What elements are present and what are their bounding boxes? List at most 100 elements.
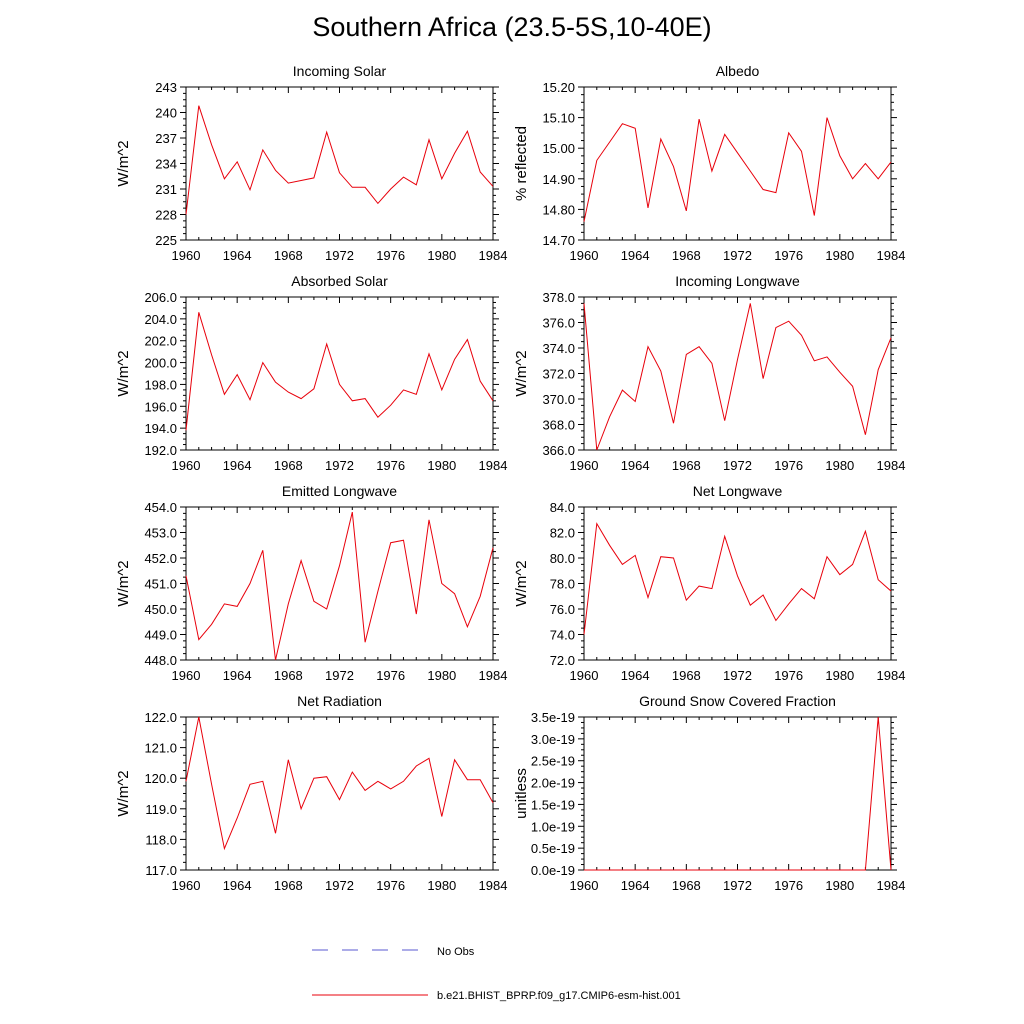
panel-title: Net Radiation	[297, 693, 382, 709]
panel-title: Albedo	[716, 63, 760, 79]
x-tick-label: 1964	[223, 668, 252, 683]
x-tick-label: 1964	[223, 878, 252, 893]
x-tick-label: 1976	[774, 878, 803, 893]
x-tick-label: 1968	[274, 668, 303, 683]
y-tick-label: 228	[155, 208, 177, 223]
panel-title: Incoming Longwave	[675, 273, 800, 289]
x-tick-label: 1964	[621, 248, 650, 263]
panel-title: Ground Snow Covered Fraction	[639, 693, 836, 709]
y-tick-label: 449.0	[144, 628, 177, 643]
x-tick-label: 1972	[723, 668, 752, 683]
y-axis-label: W/m^2	[513, 350, 530, 396]
y-tick-label: 225	[155, 233, 177, 248]
y-tick-label: 372.0	[542, 367, 575, 382]
x-tick-label: 1964	[621, 668, 650, 683]
y-tick-label: 76.0	[550, 602, 575, 617]
plot-frame	[185, 506, 494, 661]
x-tick-label: 1976	[376, 878, 405, 893]
x-tick-label: 1976	[376, 668, 405, 683]
x-tick-label: 1964	[621, 878, 650, 893]
y-tick-label: 15.20	[542, 80, 575, 95]
y-tick-label: 231	[155, 182, 177, 197]
x-tick-label: 1984	[479, 248, 508, 263]
x-tick-label: 1984	[877, 458, 906, 473]
plot-frame	[185, 296, 494, 451]
x-tick-label: 1968	[672, 458, 701, 473]
x-tick-label: 1980	[427, 458, 456, 473]
panel-title: Absorbed Solar	[291, 273, 388, 289]
series-line-0	[583, 117, 892, 222]
y-tick-label: 234	[155, 157, 177, 172]
x-tick-label: 1972	[723, 458, 752, 473]
y-axis-label: W/m^2	[115, 350, 132, 396]
x-tick-label: 1976	[376, 458, 405, 473]
y-tick-label: 243	[155, 80, 177, 95]
x-tick-label: 1976	[376, 248, 405, 263]
y-tick-label: 204.0	[144, 312, 177, 327]
panel-2: Absorbed Solar W/m^2 1960 1964 1968 1972 1976 1…	[115, 273, 507, 473]
y-tick-label: 14.80	[542, 202, 575, 217]
x-tick-label: 1960	[172, 248, 201, 263]
y-tick-label: 200.0	[144, 356, 177, 371]
legend: No Obs b.e21.BHIST_BPRP.f09_g17.CMIP6-esm…	[312, 946, 681, 1002]
panel-0: Incoming Solar W/m^2 1960 1964 1968 1972 1976 1…	[115, 63, 507, 263]
y-tick-label: 376.0	[542, 316, 575, 331]
y-tick-label: 0.0e-19	[531, 863, 575, 878]
x-tick-label: 1968	[672, 878, 701, 893]
y-tick-label: 378.0	[542, 290, 575, 305]
x-tick-label: 1980	[825, 248, 854, 263]
x-tick-label: 1976	[774, 668, 803, 683]
x-tick-label: 1984	[479, 458, 508, 473]
y-tick-label: 374.0	[542, 341, 575, 356]
y-tick-label: 366.0	[542, 443, 575, 458]
y-tick-label: 0.5e-19	[531, 841, 575, 856]
x-tick-label: 1980	[427, 248, 456, 263]
legend-label-no-obs: No Obs	[437, 946, 475, 958]
y-tick-label: 84.0	[550, 500, 575, 515]
y-tick-label: 206.0	[144, 290, 177, 305]
panel-title: Incoming Solar	[293, 63, 387, 79]
y-tick-label: 14.90	[542, 172, 575, 187]
x-tick-label: 1968	[274, 878, 303, 893]
x-tick-label: 1972	[325, 248, 354, 263]
x-tick-label: 1968	[672, 248, 701, 263]
series-line-0	[185, 716, 494, 851]
series-line-0	[185, 511, 494, 661]
y-tick-label: 202.0	[144, 334, 177, 349]
y-axis-label: W/m^2	[115, 140, 132, 186]
y-tick-label: 78.0	[550, 577, 575, 592]
x-tick-label: 1964	[223, 458, 252, 473]
series-line-0	[583, 522, 892, 635]
panel-title: Net Longwave	[693, 483, 783, 499]
y-tick-label: 196.0	[144, 399, 177, 414]
x-tick-label: 1960	[172, 878, 201, 893]
x-tick-label: 1968	[274, 458, 303, 473]
x-tick-label: 1968	[672, 668, 701, 683]
y-tick-label: 237	[155, 131, 177, 146]
x-tick-label: 1960	[570, 248, 599, 263]
x-tick-label: 1980	[427, 668, 456, 683]
y-tick-label: 240	[155, 106, 177, 121]
y-tick-label: 122.0	[144, 710, 177, 725]
y-tick-label: 452.0	[144, 551, 177, 566]
y-tick-label: 192.0	[144, 443, 177, 458]
y-axis-label: W/m^2	[115, 560, 132, 606]
y-tick-label: 118.0	[145, 832, 177, 847]
panel-4: Emitted Longwave W/m^2 1960 1964 1968 1972 197…	[115, 483, 507, 683]
y-tick-label: 198.0	[144, 377, 177, 392]
y-tick-label: 120.0	[144, 771, 177, 786]
plot-frame	[583, 716, 892, 871]
y-tick-label: 194.0	[144, 421, 177, 436]
x-tick-label: 1960	[570, 458, 599, 473]
panel-7: Ground Snow Covered Fraction unitless 1960…	[513, 693, 905, 893]
y-tick-label: 82.0	[550, 526, 575, 541]
panel-6: Net Radiation W/m^2 1960 1964 1968 1972 1976 19…	[115, 693, 507, 893]
x-tick-label: 1960	[570, 878, 599, 893]
panel-title: Emitted Longwave	[282, 483, 397, 499]
x-tick-label: 1972	[325, 668, 354, 683]
y-tick-label: 80.0	[550, 551, 575, 566]
plot-frame	[583, 506, 892, 661]
y-tick-label: 117.0	[145, 863, 177, 878]
y-tick-label: 72.0	[550, 653, 575, 668]
